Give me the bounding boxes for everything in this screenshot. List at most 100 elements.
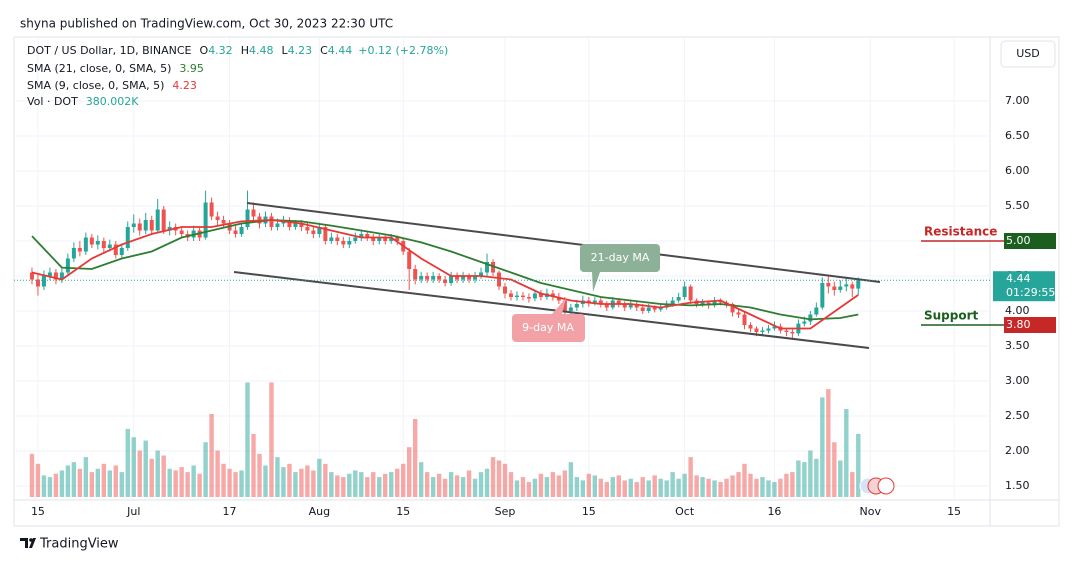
volume-bar bbox=[436, 473, 442, 497]
badge-9: 9-day MA bbox=[512, 298, 585, 342]
volume-bar bbox=[65, 465, 71, 497]
volume-bar bbox=[137, 450, 142, 497]
o-label: O bbox=[200, 44, 209, 57]
candle-body bbox=[149, 220, 154, 231]
candle-body bbox=[730, 304, 735, 313]
volume-bar bbox=[562, 470, 568, 497]
candle-body bbox=[395, 237, 400, 241]
y-tick-label: 3.00 bbox=[1005, 374, 1030, 387]
countdown: 01:29:55 bbox=[1006, 286, 1055, 299]
currency-button[interactable] bbox=[1000, 40, 1056, 68]
volume-bar bbox=[113, 465, 118, 497]
volume-bar bbox=[730, 475, 735, 497]
level-name: Support bbox=[924, 309, 979, 323]
y-tick-label: 2.50 bbox=[1005, 409, 1030, 422]
candle-body bbox=[95, 241, 100, 245]
candle-body bbox=[850, 284, 855, 289]
candle-body bbox=[514, 295, 519, 297]
candle-body bbox=[323, 227, 328, 241]
volume-bar bbox=[47, 477, 53, 497]
volume-bar bbox=[341, 477, 346, 497]
volume-bar bbox=[257, 453, 262, 497]
volume-bar bbox=[526, 482, 532, 497]
legend-volume: Vol · DOT 380.002K bbox=[27, 95, 139, 108]
sma-name: SMA (9, close, 0, SMA, 5) bbox=[27, 79, 164, 92]
volume-bar bbox=[460, 477, 466, 497]
candle-body bbox=[479, 272, 484, 276]
volume-bar bbox=[484, 468, 490, 497]
volume-bar bbox=[406, 447, 412, 497]
logo-dot bbox=[29, 538, 33, 542]
candle-body bbox=[676, 297, 681, 301]
volume-bar bbox=[454, 475, 460, 497]
volume-bar bbox=[227, 468, 232, 497]
sma-name: SMA (21, close, 0, SMA, 5) bbox=[27, 62, 171, 75]
volume-bar bbox=[748, 473, 753, 497]
candle-body bbox=[688, 286, 693, 301]
candle-body bbox=[359, 234, 364, 238]
volume-bar bbox=[35, 463, 41, 497]
candle-body bbox=[455, 276, 460, 280]
candle-body bbox=[137, 223, 142, 231]
candle-body bbox=[461, 276, 466, 280]
volume-bar bbox=[718, 482, 723, 497]
candle-body bbox=[83, 237, 88, 252]
volume-bar bbox=[496, 460, 502, 497]
volume-bar bbox=[125, 428, 130, 497]
volume-bar bbox=[784, 473, 789, 497]
volume-bar bbox=[119, 472, 124, 497]
candle-body bbox=[784, 330, 789, 332]
l-label: L bbox=[281, 44, 288, 57]
candle-body bbox=[419, 276, 424, 280]
currency-label[interactable]: USD bbox=[1016, 47, 1040, 60]
volume-bar bbox=[442, 478, 448, 497]
volume-bar bbox=[508, 472, 514, 497]
candle-body bbox=[748, 325, 753, 329]
x-tick-label: Sep bbox=[495, 505, 516, 518]
x-tick-label: 15 bbox=[396, 505, 410, 518]
candle-body bbox=[526, 297, 531, 299]
volume-bar bbox=[568, 462, 574, 497]
volume-name: Vol · DOT bbox=[27, 95, 78, 108]
candle-body bbox=[239, 227, 244, 234]
volume-bar bbox=[796, 460, 801, 497]
volume-bar bbox=[161, 455, 166, 497]
volume-bar bbox=[472, 478, 478, 497]
volume-bar bbox=[430, 477, 436, 497]
volume-bar bbox=[670, 472, 675, 497]
volume-bar bbox=[814, 458, 819, 497]
grid bbox=[14, 38, 990, 500]
candle-body bbox=[502, 286, 507, 294]
volume-bar bbox=[664, 480, 669, 497]
volume-bar bbox=[269, 382, 274, 497]
candle-body bbox=[634, 304, 639, 308]
volume-bar bbox=[377, 477, 382, 497]
candle-body bbox=[407, 251, 412, 269]
candle-body bbox=[556, 297, 561, 301]
candle-body bbox=[89, 237, 94, 245]
candle-body bbox=[353, 237, 358, 241]
candle-body bbox=[622, 304, 627, 308]
x-tick-label: Nov bbox=[860, 505, 882, 518]
volume-bar bbox=[293, 472, 298, 497]
symbol: DOT / US Dollar, 1D, BINANCE bbox=[27, 44, 192, 57]
candle-body bbox=[161, 209, 166, 231]
candle-body bbox=[443, 279, 448, 283]
volume-bar bbox=[323, 463, 328, 497]
badge-box bbox=[580, 244, 660, 272]
x-tick-label: 15 bbox=[31, 505, 45, 518]
volume-bar bbox=[311, 470, 316, 497]
candle-body bbox=[550, 293, 555, 297]
sma-value: 4.23 bbox=[172, 79, 197, 92]
candle-body bbox=[125, 227, 130, 248]
y-tick-label: 4.00 bbox=[1005, 304, 1030, 317]
candle-body bbox=[65, 258, 70, 273]
legend-ohlc: DOT / US Dollar, 1D, BINANCE O4.32 H4.48 L4… bbox=[27, 44, 448, 57]
volume-bar bbox=[412, 418, 418, 497]
candle-body bbox=[598, 300, 603, 304]
y-tick-label: 1.50 bbox=[1005, 479, 1030, 492]
candle-body bbox=[604, 304, 609, 308]
candle-body bbox=[305, 227, 310, 231]
candle-body bbox=[425, 276, 430, 280]
volume-bar bbox=[598, 478, 603, 497]
